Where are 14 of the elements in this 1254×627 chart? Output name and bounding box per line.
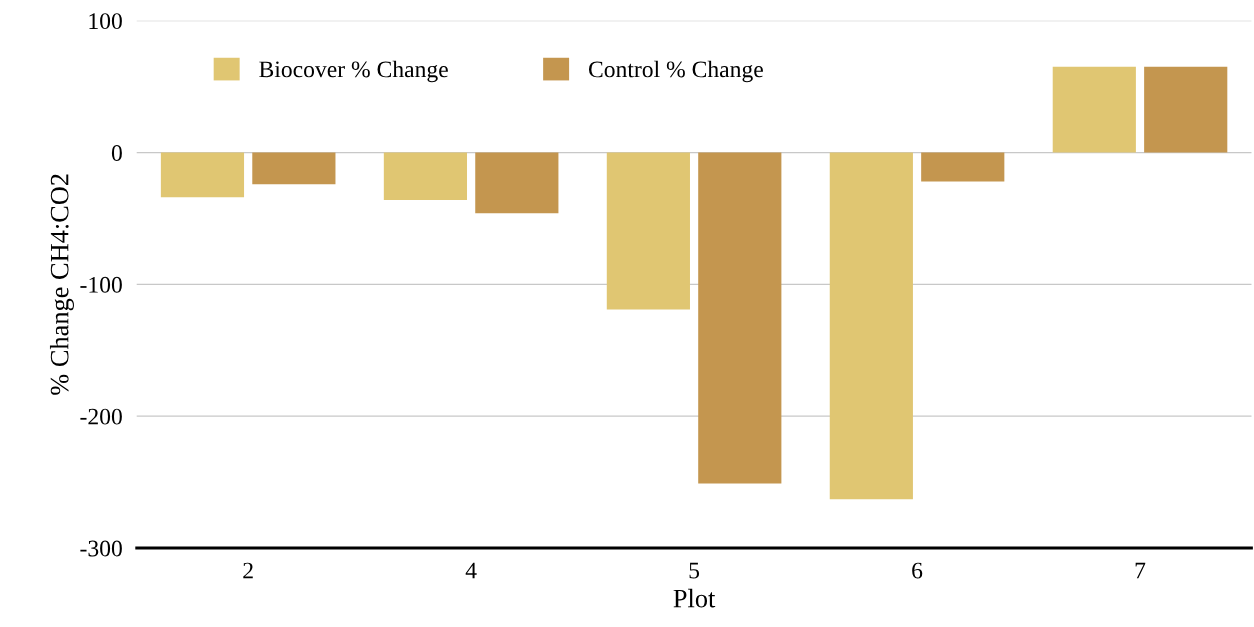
- x-tick-label: 6: [912, 562, 923, 579]
- legend-label: Biocover % Change: [259, 60, 448, 83]
- x-tick-label: 5: [689, 562, 700, 579]
- y-axis-title: % Change CH4:CO2: [49, 174, 74, 395]
- y-tick-label: 100: [89, 13, 122, 30]
- x-tick-label: 7: [1135, 562, 1146, 579]
- legend-label: Control % Change: [588, 60, 763, 83]
- x-tick-label: 4: [465, 562, 477, 579]
- y-tick-label: -300: [80, 540, 122, 557]
- y-tick-label: -100: [80, 276, 122, 293]
- y-tick-label: 0: [111, 145, 122, 161]
- x-tick-label: 2: [243, 562, 253, 579]
- x-axis-title: Plot: [673, 588, 716, 608]
- y-tick-label: -200: [80, 408, 122, 425]
